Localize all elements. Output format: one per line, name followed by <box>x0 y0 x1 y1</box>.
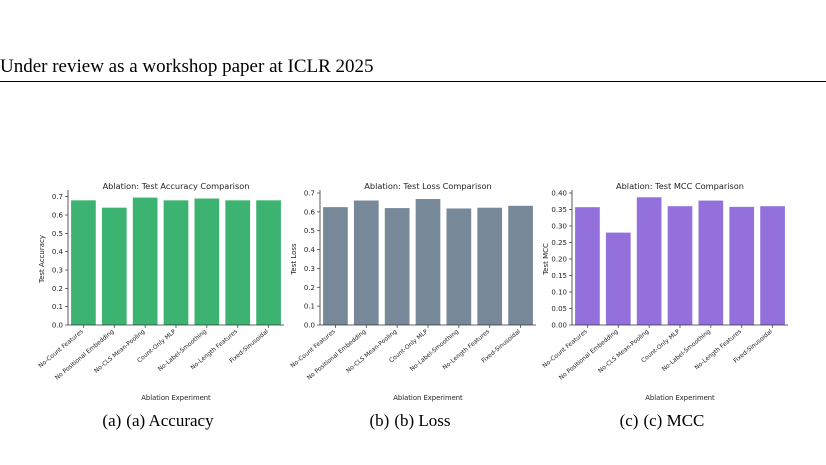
y-tick-label: 0.10 <box>551 289 567 297</box>
y-axis-label: Test MCC <box>542 243 550 276</box>
bar <box>667 206 693 325</box>
x-axis-label: Ablation Experiment <box>141 394 211 402</box>
bar <box>132 197 158 325</box>
bar <box>225 200 251 325</box>
y-tick-label: 0.6 <box>52 212 64 220</box>
bar <box>194 198 220 325</box>
bar <box>446 208 472 325</box>
x-tick-label: No-CLS Mean-Pooling <box>597 328 651 375</box>
y-tick-label: 0.00 <box>551 322 567 330</box>
y-tick-label: 0.5 <box>304 227 315 235</box>
caption-mcc: (c) (c) MCC <box>532 411 792 431</box>
caption-label: (b) <box>369 411 390 430</box>
x-tick-label: No Positional Embedding <box>54 328 116 382</box>
running-header: Under review as a workshop paper at ICLR… <box>0 56 374 77</box>
bar <box>415 199 441 325</box>
bar <box>353 200 379 325</box>
bar <box>760 206 785 325</box>
bar <box>477 207 503 325</box>
chart-title: Ablation: Test MCC Comparison <box>616 181 744 191</box>
x-tick-label: No-CLS Mean-Pooling <box>93 328 147 375</box>
y-tick-label: 0.1 <box>304 303 315 311</box>
bar <box>698 200 724 325</box>
bar <box>636 197 662 325</box>
y-tick-label: 0.4 <box>52 248 64 256</box>
bar <box>575 207 600 325</box>
bar <box>605 232 631 325</box>
accuracy-bar-chart: Ablation: Test Accuracy Comparison 0.0 0.1… <box>37 181 284 402</box>
bar <box>101 207 127 325</box>
y-tick-label: 0.5 <box>52 230 63 238</box>
y-tick-label: 0.3 <box>304 265 315 273</box>
y-axis-label: Test Accuracy <box>38 235 46 284</box>
bar <box>71 200 96 325</box>
caption-text: (c) MCC <box>643 411 705 430</box>
x-tick-label: No-CLS Mean-Pooling <box>345 328 399 375</box>
x-tick-label: No Positional Embedding <box>306 328 368 382</box>
bar <box>256 200 281 325</box>
y-tick-label: 0.0 <box>52 322 63 330</box>
y-tick-label: 0.25 <box>551 239 567 247</box>
y-tick-label: 0.2 <box>304 284 315 292</box>
y-tick-label: 0.7 <box>304 190 315 198</box>
x-tick-label: No Positional Embedding <box>558 328 620 382</box>
caption-text: (a) Accuracy <box>126 411 214 430</box>
y-tick-label: 0.7 <box>52 193 63 201</box>
header-rule <box>0 81 826 82</box>
caption-label: (c) <box>619 411 639 430</box>
y-tick-label: 0.3 <box>52 267 63 275</box>
caption-label: (a) <box>102 411 122 430</box>
chart-title: Ablation: Test Accuracy Comparison <box>103 181 250 191</box>
y-tick-label: 0.1 <box>52 303 63 311</box>
y-tick-label: 0.40 <box>551 190 567 198</box>
y-tick-label: 0.2 <box>52 285 63 293</box>
chart-title: Ablation: Test Loss Comparison <box>364 181 491 191</box>
bar <box>323 207 348 325</box>
y-tick-label: 0.20 <box>551 256 567 264</box>
loss-bar-chart: Ablation: Test Loss Comparison 0.0 0.1 0.2 0… <box>289 181 536 402</box>
y-tick-label: 0.0 <box>304 322 315 330</box>
caption-accuracy: (a) (a) Accuracy <box>28 411 288 431</box>
caption-loss: (b) (b) Loss <box>280 411 540 431</box>
bar <box>508 205 533 325</box>
bar <box>163 200 189 325</box>
x-axis-label: Ablation Experiment <box>393 394 463 402</box>
y-tick-label: 0.6 <box>304 208 316 216</box>
bar <box>384 208 410 325</box>
y-tick-label: 0.05 <box>551 305 567 313</box>
mcc-bar-chart: Ablation: Test MCC Comparison 0.00 0.05 0.1… <box>541 181 788 402</box>
y-tick-label: 0.30 <box>551 223 567 231</box>
y-tick-label: 0.35 <box>551 206 567 214</box>
x-axis-label: Ablation Experiment <box>645 394 715 402</box>
y-tick-label: 0.4 <box>304 246 316 254</box>
bar <box>729 206 755 325</box>
y-axis-label: Test Loss <box>290 243 298 276</box>
y-tick-label: 0.15 <box>551 272 567 280</box>
caption-text: (b) Loss <box>394 411 451 430</box>
